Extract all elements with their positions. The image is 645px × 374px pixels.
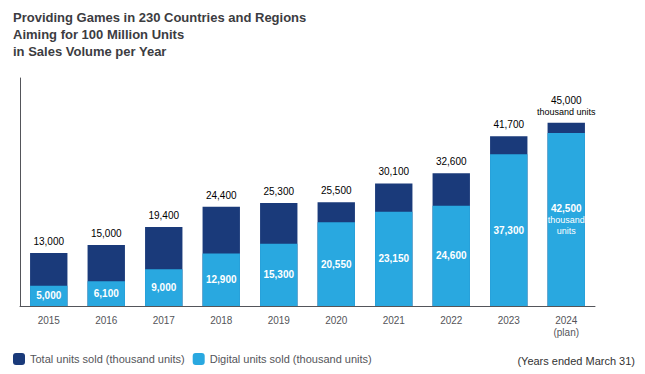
svg-text:24,600: 24,600 (436, 250, 467, 261)
svg-text:units: units (557, 226, 577, 236)
svg-text:15,300: 15,300 (263, 269, 294, 280)
svg-text:5,000: 5,000 (36, 290, 61, 301)
svg-text:2017: 2017 (153, 315, 176, 326)
svg-text:25,300: 25,300 (263, 186, 294, 197)
svg-text:Total units sold (thousand uni: Total units sold (thousand units) (30, 353, 185, 365)
svg-text:24,400: 24,400 (206, 190, 237, 201)
svg-text:Digital units sold (thousand u: Digital units sold (thousand units) (210, 353, 372, 365)
svg-text:2021: 2021 (383, 315, 406, 326)
svg-text:2023: 2023 (498, 315, 521, 326)
svg-text:25,500: 25,500 (321, 185, 352, 196)
svg-text:2015: 2015 (38, 315, 61, 326)
svg-text:20,550: 20,550 (321, 259, 352, 270)
svg-text:thousand: thousand (548, 215, 585, 225)
svg-text:45,000: 45,000 (551, 95, 582, 106)
svg-text:(Years ended March 31): (Years ended March 31) (517, 355, 635, 367)
svg-text:32,600: 32,600 (436, 156, 467, 167)
svg-text:9,000: 9,000 (151, 282, 176, 293)
svg-text:in Sales Volume per Year: in Sales Volume per Year (13, 44, 166, 59)
svg-text:2024: 2024 (555, 315, 578, 326)
svg-text:23,150: 23,150 (378, 253, 409, 264)
svg-text:2020: 2020 (325, 315, 348, 326)
svg-text:Providing Games in 230 Countri: Providing Games in 230 Countries and Reg… (13, 10, 306, 25)
svg-text:thousand units: thousand units (537, 107, 596, 117)
svg-text:2018: 2018 (210, 315, 233, 326)
svg-text:41,700: 41,700 (493, 119, 524, 130)
svg-text:30,100: 30,100 (378, 166, 409, 177)
svg-text:12,900: 12,900 (206, 274, 237, 285)
svg-text:2022: 2022 (440, 315, 463, 326)
svg-text:(plan): (plan) (553, 327, 579, 338)
svg-text:2016: 2016 (95, 315, 118, 326)
svg-text:42,500: 42,500 (551, 203, 582, 214)
svg-text:19,400: 19,400 (148, 210, 179, 221)
svg-text:37,300: 37,300 (493, 225, 524, 236)
svg-text:2019: 2019 (268, 315, 291, 326)
svg-text:Aiming for 100 Million Units: Aiming for 100 Million Units (13, 27, 184, 42)
svg-text:6,100: 6,100 (94, 288, 119, 299)
svg-text:15,000: 15,000 (91, 228, 122, 239)
svg-text:13,000: 13,000 (33, 236, 64, 247)
